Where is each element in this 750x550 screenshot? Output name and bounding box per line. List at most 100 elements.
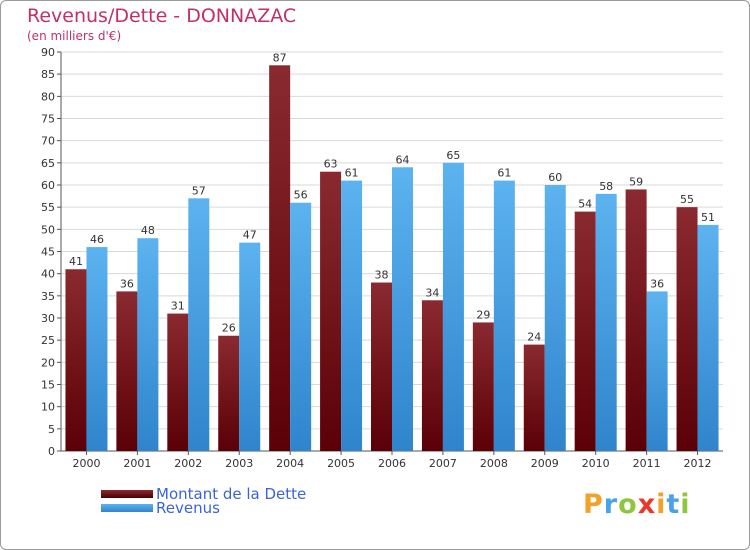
bar-debt [676,207,698,451]
bar-revenue [239,242,261,451]
logo-letter: o [618,489,638,520]
data-label: 46 [90,233,104,246]
bar-debt [472,322,494,451]
bar-revenue [137,238,159,451]
bar-revenue [290,202,312,451]
x-tick-label: 2000 [72,457,100,470]
legend-label-debt: Montant de la Dette [156,485,307,503]
y-tick-label: 35 [41,290,55,303]
data-label: 31 [171,300,185,313]
data-label: 34 [425,286,439,299]
bar-debt [320,171,342,451]
bar-revenue [544,185,566,451]
y-tick-label: 15 [41,379,55,392]
x-tick-label: 2002 [174,457,202,470]
y-tick-label: 20 [41,356,55,369]
y-tick-label: 85 [41,68,55,81]
logo-letter: P [583,489,604,520]
x-tick-label: 2008 [480,457,508,470]
logo-letter: t [666,489,681,520]
x-tick-label: 2007 [429,457,457,470]
bar-revenue [646,291,668,451]
x-tick-label: 2004 [276,457,304,470]
data-label: 64 [396,153,410,166]
data-label: 63 [324,158,338,171]
bar-debt [167,313,189,451]
bar-revenue [392,167,413,451]
chart-title: Revenus/Dette - DONNAZAC [27,5,297,27]
bar-debt [65,269,87,451]
bar-revenue [493,180,515,452]
data-label: 54 [578,198,592,211]
chart-subtitle: (en milliers d'€) [27,29,122,43]
y-tick-label: 30 [41,312,55,325]
data-label: 36 [120,277,134,290]
x-tick-label: 2006 [378,457,406,470]
y-tick-label: 80 [41,90,55,103]
y-tick-label: 5 [48,423,55,436]
y-tick-label: 65 [41,157,55,170]
proxiti-logo: Proxiti [583,489,691,520]
logo-letter: x [637,489,657,520]
y-tick-label: 55 [41,201,55,214]
data-label: 55 [680,193,694,206]
data-label: 60 [548,171,562,184]
data-label: 24 [527,331,541,344]
x-tick-label: 2010 [582,457,610,470]
y-tick-label: 0 [48,445,55,458]
x-tick-label: 2011 [633,457,661,470]
x-tick-label: 2012 [684,457,712,470]
y-tick-label: 70 [41,135,55,148]
bar-revenue [442,162,464,452]
bar-debt [116,291,138,451]
y-tick-label: 50 [41,223,55,236]
data-label: 47 [243,229,257,242]
x-tick-label: 2003 [225,457,253,470]
logo-letter: r [603,489,619,520]
data-label: 36 [650,277,664,290]
y-tick-label: 60 [41,179,55,192]
data-label: 65 [446,149,460,162]
logo-letter: i [680,489,691,520]
data-label: 56 [294,189,308,202]
legend-swatch-revenue [101,504,153,512]
y-tick-label: 75 [41,113,55,126]
data-label: 57 [192,184,206,197]
data-label: 61 [497,167,511,180]
bar-debt [218,335,240,451]
bar-revenue [188,198,210,451]
legend-swatch-debt [101,490,153,498]
bar-debt [523,344,545,451]
data-label: 51 [701,211,715,224]
bar-revenue [595,193,617,451]
bar-debt [269,65,291,452]
data-label: 41 [69,255,83,268]
y-tick-label: 90 [41,46,55,59]
data-label: 29 [476,308,490,321]
y-tick-label: 10 [41,401,55,414]
bar-debt [625,189,647,451]
data-label: 59 [629,175,643,188]
bar-debt [574,211,596,451]
bar-revenue [86,247,108,451]
y-tick-label: 25 [41,334,55,347]
bar-revenue [341,180,363,452]
logo-letter: i [656,489,667,520]
x-tick-label: 2001 [123,457,151,470]
data-label: 48 [141,224,155,237]
bar-debt [421,300,443,451]
data-label: 61 [345,167,359,180]
bar-debt [371,282,392,451]
legend-label-revenue: Revenus [156,499,220,517]
data-label: 26 [222,322,236,335]
x-tick-label: 2009 [531,457,559,470]
data-label: 58 [599,180,613,193]
y-tick-label: 40 [41,268,55,281]
y-tick-label: 45 [41,246,55,259]
x-tick-label: 2005 [327,457,355,470]
bar-revenue [697,224,719,451]
data-label: 87 [273,51,287,64]
data-label: 38 [375,269,389,282]
